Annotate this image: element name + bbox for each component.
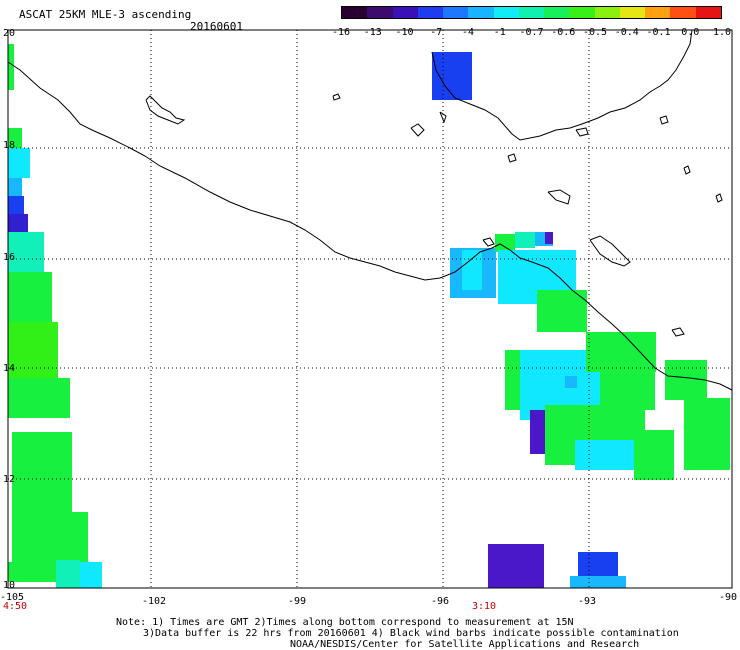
coastline-segment bbox=[410, 123, 425, 137]
lat-lon-grid bbox=[8, 30, 732, 588]
lon-label-96: -96 bbox=[431, 596, 450, 607]
lon-label-90: -90 bbox=[719, 592, 738, 603]
lon-label-99: -99 bbox=[288, 596, 307, 607]
colorbar-swatch bbox=[544, 7, 570, 18]
wind-cell bbox=[56, 560, 80, 588]
wind-cell bbox=[8, 322, 58, 378]
colorbar-swatch bbox=[468, 7, 494, 18]
coastline-segment bbox=[439, 111, 447, 124]
wind-cell bbox=[575, 440, 635, 470]
wind-cell bbox=[665, 360, 707, 400]
colorbar-label: 1.0 bbox=[712, 27, 732, 38]
coastline bbox=[7, 29, 733, 391]
colorbar-swatch bbox=[695, 7, 721, 18]
wind-cell bbox=[8, 272, 52, 322]
colorbar-swatch bbox=[493, 7, 519, 18]
wind-cell bbox=[8, 128, 22, 148]
coastline-segment bbox=[659, 115, 669, 125]
lat-label-16: 16 bbox=[3, 252, 16, 263]
wind-cell bbox=[537, 290, 587, 332]
colorbar-label: -0.6 bbox=[551, 27, 576, 38]
colorbar bbox=[341, 6, 722, 19]
coastline-segment bbox=[589, 235, 631, 267]
colorbar-swatch bbox=[518, 7, 545, 18]
colorbar-label: -0.1 bbox=[646, 27, 671, 38]
wind-cell bbox=[12, 512, 88, 562]
colorbar-label: -10 bbox=[395, 27, 414, 38]
wind-cell bbox=[12, 432, 72, 512]
wind-cell bbox=[488, 544, 544, 588]
coastline-segment bbox=[671, 327, 685, 337]
wind-cell bbox=[565, 376, 577, 388]
footer-note-1: Note: 1) Times are GMT 2)Times along bot… bbox=[116, 617, 574, 628]
colorbar-swatch bbox=[443, 7, 469, 18]
map-frame bbox=[7, 29, 733, 589]
wind-cell bbox=[8, 232, 44, 272]
lat-label-14: 14 bbox=[3, 363, 16, 374]
wind-cell bbox=[586, 332, 656, 372]
wind-cell bbox=[545, 232, 553, 244]
wind-cell bbox=[8, 196, 24, 214]
wind-swath-cells bbox=[8, 44, 730, 588]
wind-cell bbox=[8, 562, 58, 582]
colorbar-label: -16 bbox=[331, 27, 351, 38]
colorbar-swatch bbox=[594, 7, 620, 18]
coastline-segment bbox=[683, 165, 691, 175]
wind-cell bbox=[495, 234, 515, 252]
coastline-segment bbox=[482, 237, 495, 247]
time-label-center: 3:10 bbox=[472, 601, 497, 612]
wind-cell bbox=[462, 250, 482, 290]
coastline-segment bbox=[547, 189, 571, 205]
coastline-segment bbox=[575, 127, 589, 137]
lon-label-102: -102 bbox=[142, 596, 167, 607]
lat-label-12: 12 bbox=[3, 474, 16, 485]
colorbar-swatch bbox=[569, 7, 595, 18]
footer-note-2: 3)Data buffer is 22 hrs from 20160601 4)… bbox=[143, 628, 679, 639]
colorbar-label: -0.4 bbox=[614, 27, 639, 38]
wind-cell bbox=[8, 178, 22, 196]
coastline-segment bbox=[507, 153, 517, 163]
colorbar-label: -7 bbox=[430, 27, 443, 38]
coastline-segment bbox=[145, 95, 186, 125]
lat-label-10: 10 bbox=[3, 580, 16, 591]
wind-cell bbox=[8, 378, 70, 418]
colorbar-label: 0.0 bbox=[681, 27, 700, 38]
colorbar-label: -1 bbox=[493, 27, 506, 38]
coastline-segment bbox=[431, 29, 693, 141]
footer-credit: NOAA/NESDIS/Center for Satellite Applica… bbox=[290, 639, 640, 650]
product-title: ASCAT 25KM MLE-3 ascending bbox=[19, 8, 192, 21]
colorbar-swatch bbox=[342, 7, 368, 18]
wind-cell bbox=[578, 552, 618, 576]
wind-cell bbox=[8, 148, 30, 178]
colorbar-label: -4 bbox=[461, 27, 475, 38]
lon-label-105: -105 bbox=[0, 592, 25, 603]
time-label-left: 4:50 bbox=[3, 601, 28, 612]
colorbar-swatch bbox=[645, 7, 671, 18]
coastline-segment bbox=[715, 193, 723, 203]
wind-cell bbox=[8, 44, 14, 90]
lat-label-20: 20 bbox=[3, 28, 16, 39]
wind-cell bbox=[8, 418, 12, 430]
colorbar-label: -0.7 bbox=[519, 27, 544, 38]
wind-cell bbox=[684, 398, 730, 470]
wind-cell bbox=[8, 214, 28, 232]
product-date: 20160601 bbox=[190, 20, 243, 33]
colorbar-swatch bbox=[619, 7, 646, 18]
coastline-segment bbox=[7, 61, 733, 391]
wind-cell bbox=[634, 430, 674, 480]
lat-label-18: 18 bbox=[3, 140, 16, 151]
colorbar-swatch bbox=[417, 7, 444, 18]
colorbar-label: -0.5 bbox=[582, 27, 608, 38]
colorbar-swatch bbox=[392, 7, 418, 18]
wind-cell bbox=[570, 576, 626, 588]
coastline-segment bbox=[332, 93, 341, 101]
colorbar-swatch bbox=[367, 7, 393, 18]
lon-label-93: -93 bbox=[578, 596, 597, 607]
wind-cell bbox=[80, 562, 102, 588]
colorbar-label: -13 bbox=[363, 27, 382, 38]
colorbar-swatch bbox=[670, 7, 696, 18]
wind-cell bbox=[432, 52, 472, 100]
wind-cell bbox=[515, 232, 535, 248]
